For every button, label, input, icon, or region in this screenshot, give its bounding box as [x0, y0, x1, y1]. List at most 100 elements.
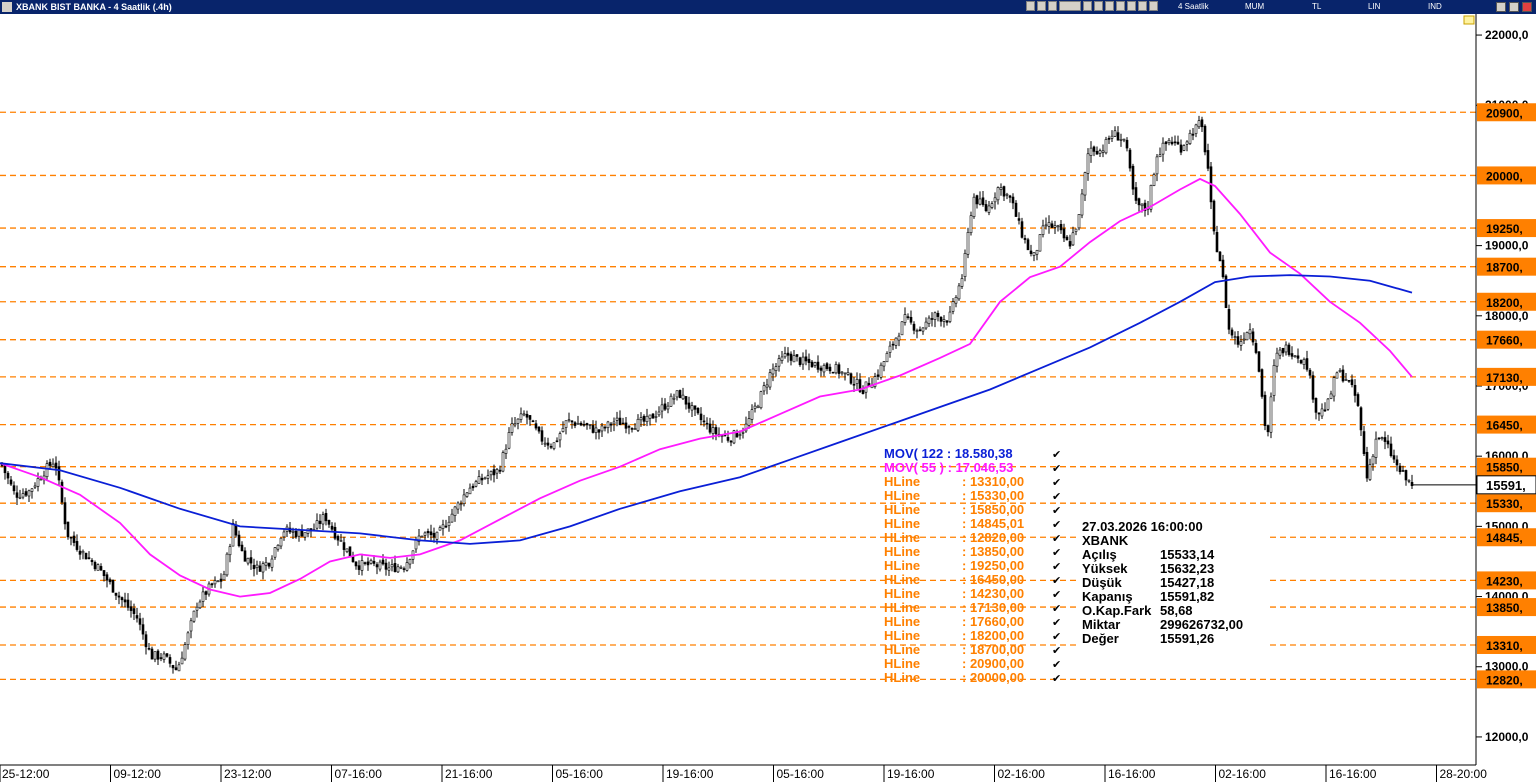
candle-body: [264, 561, 268, 566]
price-tag: [1477, 598, 1536, 617]
toolbar-button-icon[interactable]: [1138, 1, 1147, 11]
y-tick-label: 13000,0: [1485, 660, 1529, 674]
toolbar-button-icon[interactable]: [1083, 1, 1092, 11]
candle-body: [1092, 146, 1096, 152]
price-chart[interactable]: 22000,021000,019000,018000,017000,016000…: [0, 14, 1536, 782]
minimize-icon[interactable]: [1496, 2, 1506, 12]
menu-currency[interactable]: TL: [1312, 2, 1322, 11]
candle-body: [543, 442, 547, 445]
candle-body: [927, 317, 931, 324]
candle-body: [1296, 355, 1300, 359]
candle-body: [1014, 202, 1018, 217]
candle-body: [168, 657, 172, 664]
candle-body: [546, 442, 550, 446]
candle-body: [900, 321, 904, 336]
candle-body: [465, 492, 469, 497]
candle-body: [1374, 438, 1378, 458]
menu-indicators[interactable]: IND: [1428, 2, 1442, 11]
candle-body: [621, 422, 625, 425]
candle-body: [1332, 377, 1336, 397]
candle-body: [21, 493, 25, 498]
window-menu-icon[interactable]: [2, 2, 12, 12]
info-value: 58,68: [1160, 603, 1193, 618]
candle-body: [429, 531, 433, 536]
candle-body: [768, 372, 772, 388]
candle-body: [660, 404, 664, 412]
candle-body: [1206, 150, 1210, 169]
candle-body: [159, 657, 163, 659]
candle-body: [18, 496, 22, 499]
candle-body: [180, 657, 184, 665]
candle-body: [1158, 154, 1162, 158]
price-tag: [1477, 635, 1536, 654]
candle-body: [1221, 259, 1225, 278]
x-tick-label: 25-12:00: [2, 767, 50, 781]
candle-body: [1128, 149, 1132, 169]
close-icon[interactable]: [1522, 2, 1532, 12]
candle-body: [387, 567, 391, 571]
candle-body: [492, 469, 496, 476]
candle-body: [1065, 236, 1069, 241]
candles-layer: [0, 115, 1476, 674]
x-tick-label: 09-12:00: [114, 767, 162, 781]
info-datetime: 27.03.2026 16:00:00: [1082, 519, 1203, 534]
candle-body: [1086, 153, 1090, 174]
candle-body: [1245, 332, 1249, 341]
toolbar-button-icon[interactable]: [1105, 1, 1114, 11]
candle-body: [1053, 225, 1057, 228]
candle-body: [888, 345, 892, 353]
candle-body: [639, 417, 643, 421]
candle-body: [336, 536, 340, 541]
info-label: Düşük: [1082, 575, 1123, 590]
candle-body: [1002, 186, 1006, 197]
price-tag-label: 15850,: [1486, 461, 1523, 475]
price-tag-label: 13850,: [1486, 601, 1523, 615]
legend-hline-value: : 17130,00: [962, 600, 1024, 615]
candle-body: [1212, 200, 1216, 232]
candle-body: [1194, 124, 1198, 134]
candle-body: [438, 527, 442, 531]
candle-body: [801, 356, 805, 365]
toolbar-button-icon[interactable]: [1026, 1, 1035, 11]
candle-body: [495, 469, 499, 474]
menu-scale[interactable]: LIN: [1368, 2, 1381, 11]
candle-body: [1125, 139, 1129, 149]
x-tick-label: 05-16:00: [556, 767, 604, 781]
toolbar-button-icon[interactable]: [1094, 1, 1103, 11]
candle-body: [258, 565, 262, 572]
candle-body: [36, 478, 40, 487]
toolbar-button-icon[interactable]: [1037, 1, 1046, 11]
candle-body: [1200, 119, 1204, 128]
candle-body: [450, 513, 454, 523]
price-tag: [1477, 457, 1536, 476]
candle-body: [447, 521, 451, 526]
candle-body: [1029, 250, 1033, 254]
candle-body: [417, 535, 421, 542]
check-icon: ✔: [1052, 491, 1061, 503]
menu-period[interactable]: 4 Saatlik: [1178, 2, 1209, 11]
lock-icon[interactable]: [1463, 15, 1475, 25]
maximize-icon[interactable]: [1509, 2, 1519, 12]
candle-body: [588, 424, 592, 426]
candle-body: [1242, 338, 1246, 341]
candle-body: [1341, 369, 1345, 382]
toolbar-button-icon[interactable]: [1149, 1, 1158, 11]
check-icon: ✔: [1052, 673, 1061, 685]
candle-body: [1134, 187, 1138, 201]
candle-body: [1248, 329, 1252, 335]
toolbar-button-icon[interactable]: [1116, 1, 1125, 11]
candle-body: [399, 566, 403, 569]
candle-body: [354, 561, 358, 567]
candle-body: [243, 550, 247, 562]
toolbar-button-icon[interactable]: [1127, 1, 1136, 11]
toolbar-button-icon[interactable]: [1048, 1, 1057, 11]
candle-body: [762, 385, 766, 392]
info-value: 15427,18: [1160, 575, 1214, 590]
menu-chart-type[interactable]: MUM: [1245, 2, 1265, 11]
candle-body: [780, 356, 784, 361]
candle-body: [1239, 341, 1243, 346]
candle-body: [969, 215, 973, 233]
candle-body: [372, 560, 376, 564]
candle-body: [237, 534, 241, 547]
toolbar-field[interactable]: [1059, 1, 1081, 11]
